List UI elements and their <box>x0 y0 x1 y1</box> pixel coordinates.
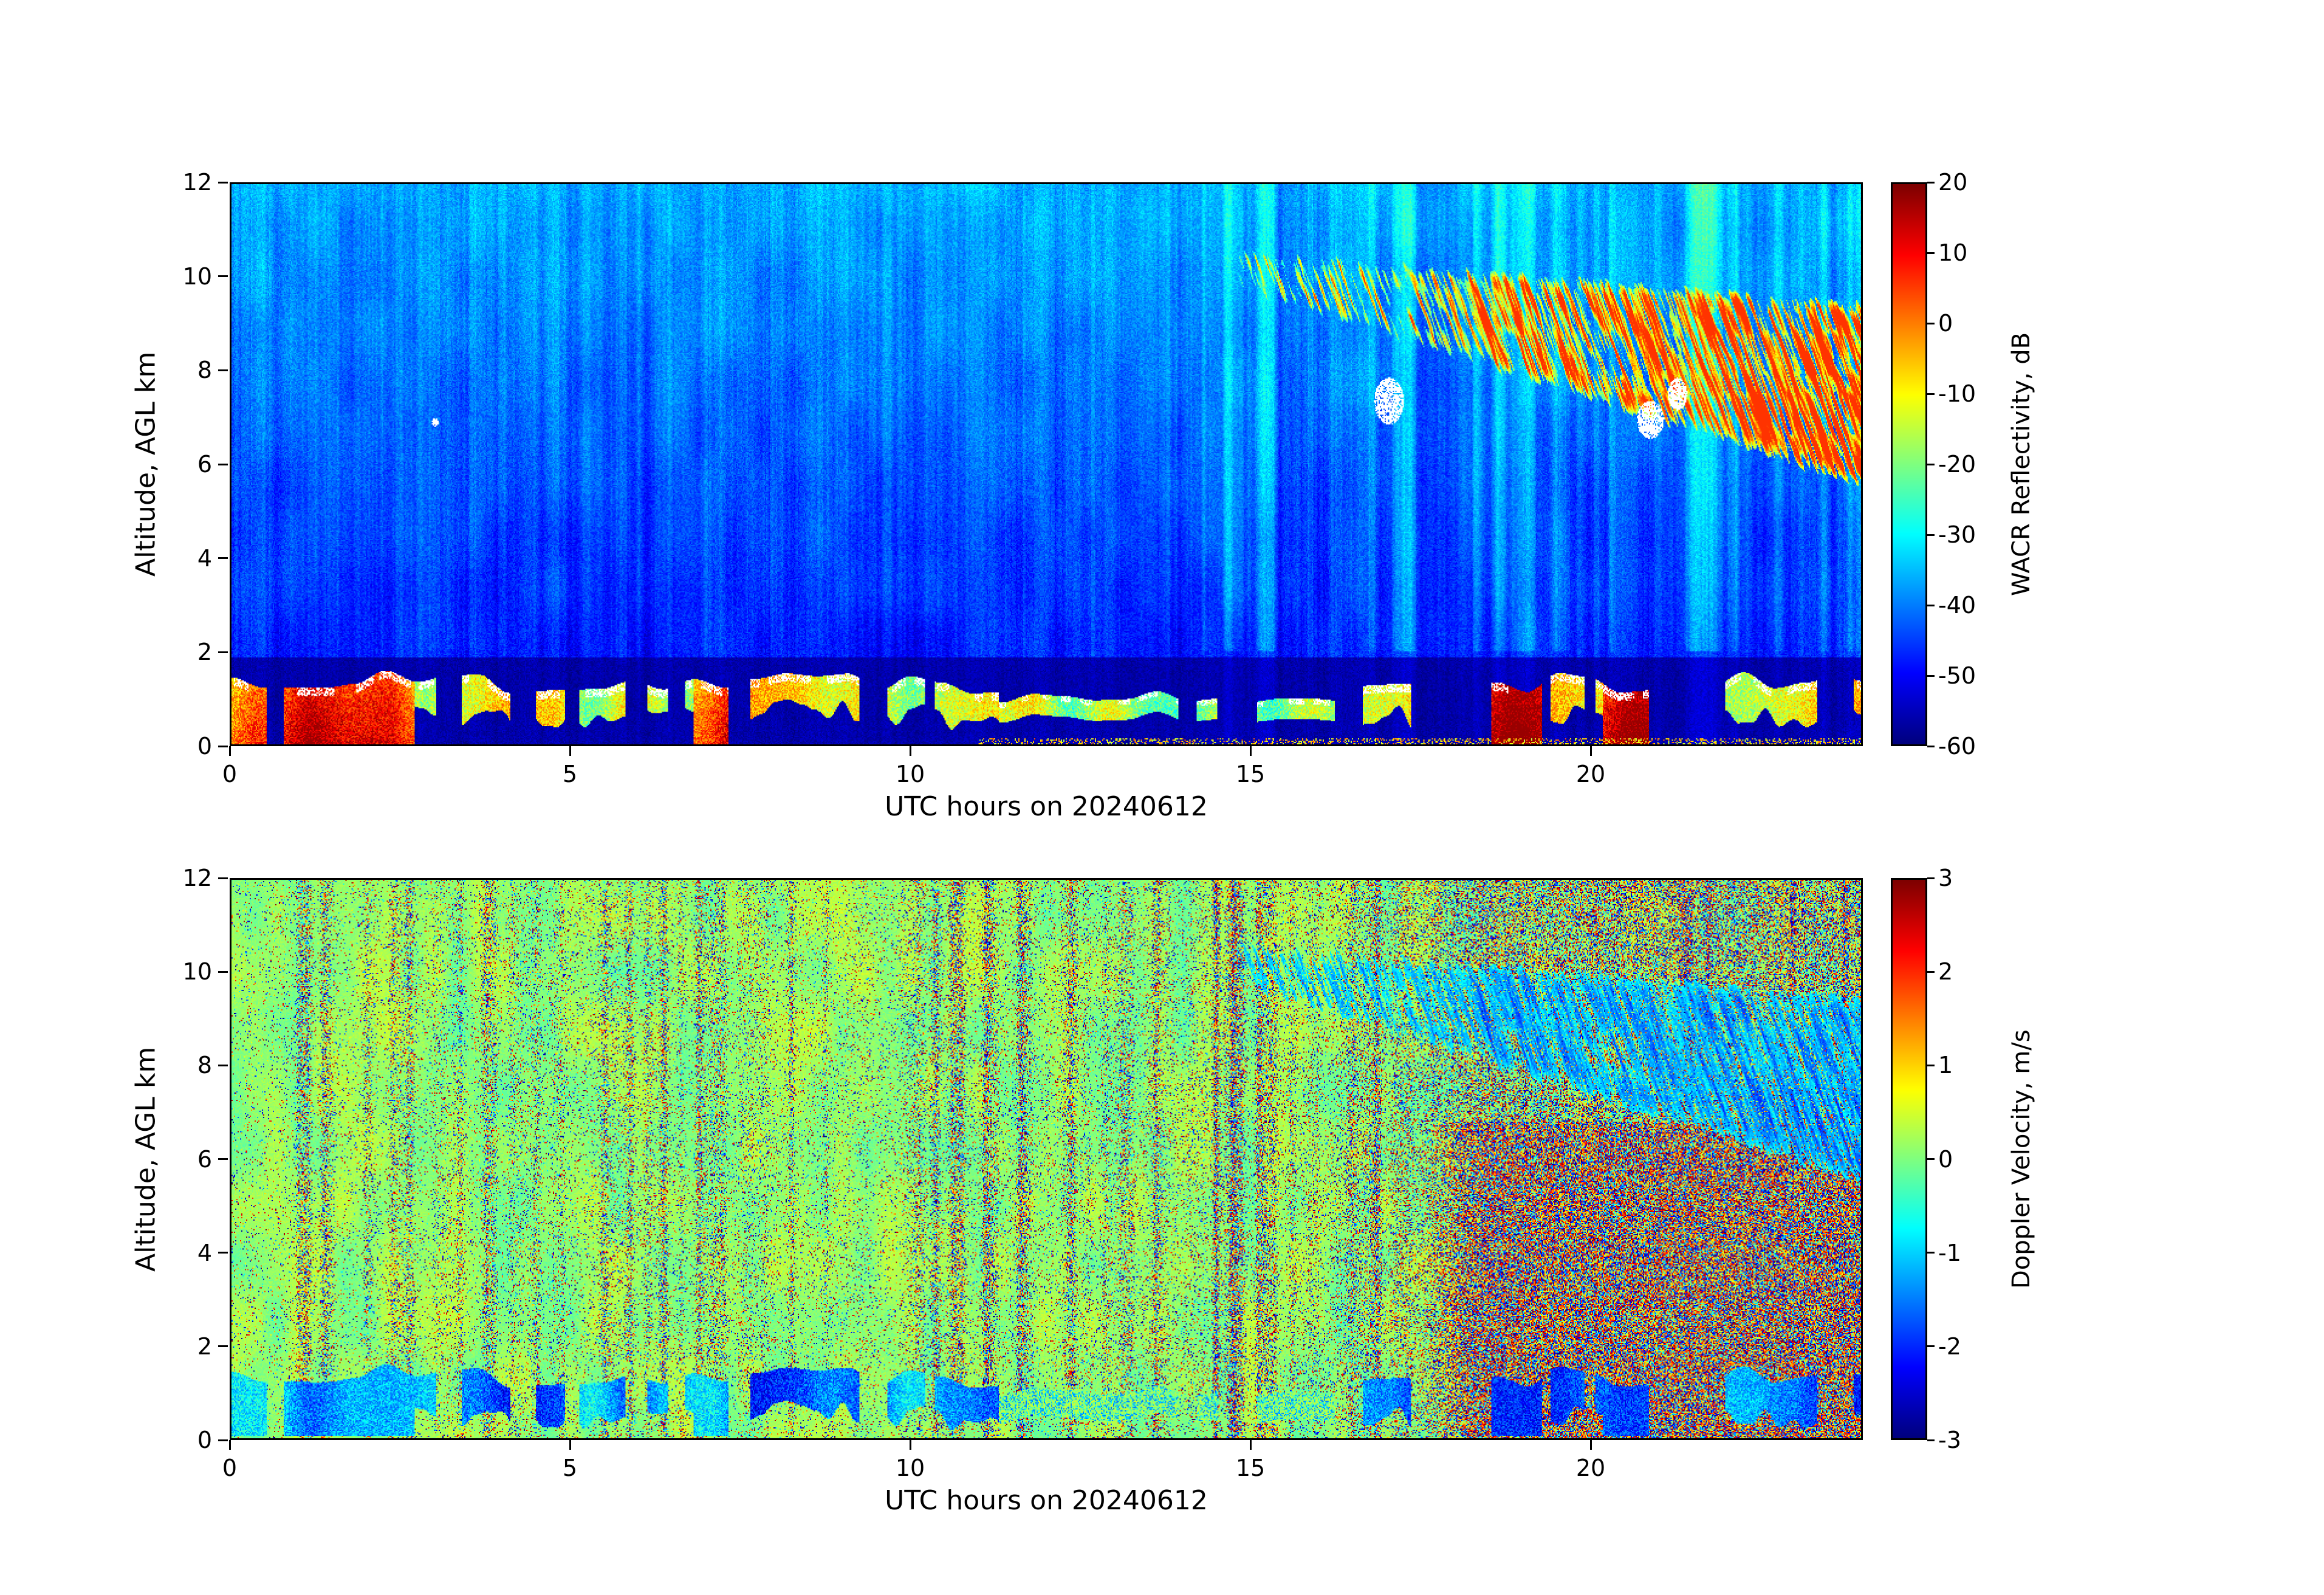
doppler-colorbar-tick-label: 3 <box>1938 865 1953 891</box>
reflectivity-heatmap-canvas <box>231 184 1861 744</box>
reflectivity-y-tick <box>218 557 228 560</box>
reflectivity-colorbar-tick-label: -40 <box>1938 592 1976 619</box>
reflectivity-x-tick-label: 10 <box>895 761 925 787</box>
reflectivity-y-tick <box>218 181 228 184</box>
reflectivity-x-tick <box>228 746 231 756</box>
reflectivity-x-tick <box>569 746 571 756</box>
doppler-y-tick-label: 2 <box>197 1333 212 1360</box>
doppler-x-tick <box>569 1440 571 1450</box>
reflectivity-colorbar-tick-label: -50 <box>1938 662 1976 689</box>
doppler-x-tick-label: 20 <box>1575 1455 1606 1481</box>
reflectivity-y-tick-label: 4 <box>197 544 212 572</box>
doppler-xlabel: UTC hours on 20240612 <box>885 1485 1208 1516</box>
doppler-colorbar-tick <box>1927 877 1935 879</box>
doppler-colorbar-tick <box>1927 1064 1935 1066</box>
doppler-colorbar-tick-label: 2 <box>1938 958 1953 986</box>
doppler-y-tick-label: 4 <box>197 1239 212 1266</box>
doppler-y-tick-label: 0 <box>197 1427 212 1453</box>
reflectivity-y-tick <box>218 463 228 465</box>
reflectivity-colorbar-tick-label: 20 <box>1938 169 1968 196</box>
reflectivity-colorbar-tick-label: -20 <box>1938 451 1976 478</box>
doppler-y-tick <box>218 1158 228 1160</box>
reflectivity-colorbar-tick <box>1927 322 1935 324</box>
doppler-plot <box>230 878 1863 1440</box>
reflectivity-y-tick <box>218 651 228 653</box>
reflectivity-colorbar-tick <box>1927 393 1935 395</box>
doppler-colorbar-tick-label: 1 <box>1938 1052 1953 1079</box>
doppler-colorbar <box>1891 878 1927 1440</box>
reflectivity-x-tick-label: 15 <box>1235 761 1266 787</box>
doppler-x-tick-label: 10 <box>895 1455 925 1481</box>
doppler-x-tick <box>228 1440 231 1450</box>
reflectivity-y-tick <box>218 275 228 278</box>
reflectivity-y-tick <box>218 745 228 747</box>
reflectivity-y-tick-label: 10 <box>182 262 212 290</box>
doppler-y-tick-label: 6 <box>197 1145 212 1173</box>
doppler-colorbar-gradient <box>1893 880 1925 1438</box>
reflectivity-colorbar-tick <box>1927 181 1935 184</box>
reflectivity-y-tick-label: 2 <box>197 639 212 666</box>
doppler-colorbar-tick <box>1927 970 1935 973</box>
doppler-colorbar-tick <box>1927 1439 1935 1441</box>
doppler-y-tick <box>218 1064 228 1066</box>
reflectivity-y-tick-label: 8 <box>197 357 212 384</box>
reflectivity-y-tick-label: 12 <box>182 169 212 196</box>
reflectivity-x-tick <box>1249 746 1252 756</box>
reflectivity-colorbar-tick-label: 0 <box>1938 310 1953 337</box>
reflectivity-colorbar-tick <box>1927 252 1935 254</box>
doppler-colorbar-tick-label: -1 <box>1938 1239 1961 1266</box>
doppler-x-tick <box>1249 1440 1252 1450</box>
doppler-y-tick <box>218 877 228 879</box>
reflectivity-colorbar-tick <box>1927 533 1935 536</box>
doppler-x-tick-label: 0 <box>222 1455 238 1481</box>
doppler-colorbar-tick-label: 0 <box>1938 1145 1953 1173</box>
doppler-colorbar-tick-label: -3 <box>1938 1427 1961 1453</box>
reflectivity-colorbar-tick <box>1927 674 1935 677</box>
doppler-x-tick <box>909 1440 911 1450</box>
reflectivity-colorbar-tick-label: 10 <box>1938 239 1968 266</box>
reflectivity-colorbar-tick <box>1927 604 1935 606</box>
doppler-colorbar-tick <box>1927 1345 1935 1348</box>
reflectivity-colorbar-tick-label: -60 <box>1938 733 1976 760</box>
doppler-y-tick-label: 12 <box>182 865 212 891</box>
reflectivity-colorbar-tick-label: -30 <box>1938 521 1976 548</box>
reflectivity-x-tick-label: 5 <box>562 761 578 787</box>
doppler-x-tick-label: 15 <box>1235 1455 1266 1481</box>
reflectivity-plot <box>230 182 1863 746</box>
reflectivity-x-tick-label: 0 <box>222 761 238 787</box>
reflectivity-colorbar <box>1891 182 1927 746</box>
reflectivity-colorbar-gradient <box>1893 184 1925 744</box>
doppler-colorbar-tick-label: -2 <box>1938 1333 1961 1360</box>
reflectivity-y-tick-label: 6 <box>197 451 212 478</box>
reflectivity-y-tick-label: 0 <box>197 733 212 760</box>
reflectivity-colorbar-tick <box>1927 745 1935 747</box>
doppler-y-tick <box>218 1252 228 1254</box>
doppler-colorbar-tick <box>1927 1252 1935 1254</box>
doppler-y-tick-label: 10 <box>182 958 212 986</box>
doppler-colorbar-tick <box>1927 1158 1935 1160</box>
reflectivity-x-tick <box>1589 746 1592 756</box>
doppler-x-tick-label: 5 <box>562 1455 578 1481</box>
reflectivity-colorbar-tick <box>1927 463 1935 465</box>
doppler-y-tick <box>218 970 228 973</box>
reflectivity-colorbar-tick-label: -10 <box>1938 380 1976 407</box>
doppler-heatmap-canvas <box>231 880 1861 1438</box>
reflectivity-x-tick-label: 20 <box>1575 761 1606 787</box>
doppler-y-tick <box>218 1439 228 1441</box>
doppler-x-tick <box>1589 1440 1592 1450</box>
reflectivity-x-tick <box>909 746 911 756</box>
doppler-y-tick <box>218 1345 228 1348</box>
reflectivity-xlabel: UTC hours on 20240612 <box>885 791 1208 822</box>
doppler-y-tick-label: 8 <box>197 1052 212 1079</box>
reflectivity-y-tick <box>218 369 228 371</box>
